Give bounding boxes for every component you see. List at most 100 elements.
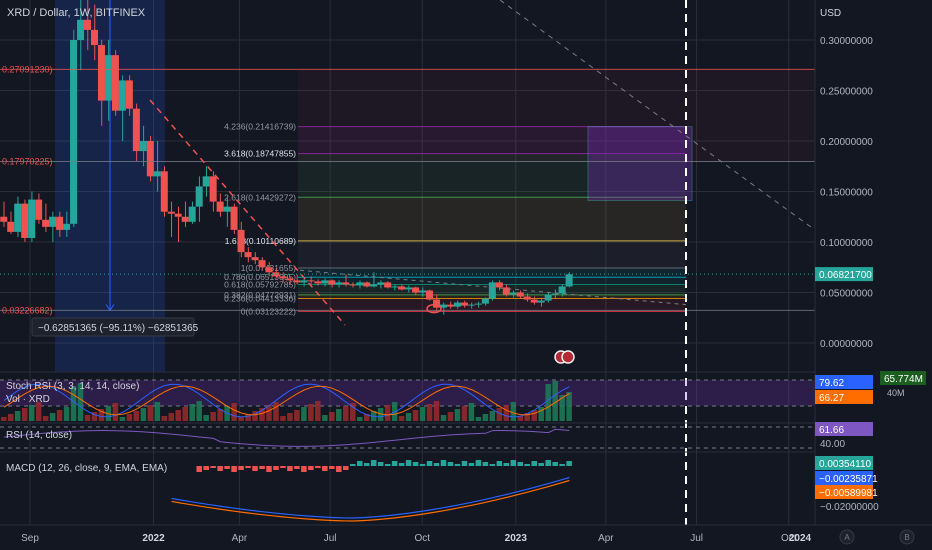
candles [0,0,573,315]
fib-level-label: 4.236(0.21416739) [224,122,296,132]
rsi-line [3,428,570,447]
stoch-rsi-title[interactable]: Stoch RSI (3, 3, 14, 14, close) [6,381,139,392]
macd-histogram-bar [266,466,272,472]
macd-histogram-bar [510,460,517,466]
volume-bar [343,406,349,421]
volume-bar [147,405,154,421]
macd-histogram-bar [419,464,426,466]
candle-body [398,286,406,290]
volume-bar [384,405,391,421]
volume-bar [329,412,335,421]
candle-body [363,282,371,287]
candle-body [530,299,538,303]
fib-retracement[interactable]: 0(0.03123222) 0.236(0.04413336)0.382(0.04… [224,122,693,317]
volume-bar [259,408,265,421]
macd-histogram-bar [489,464,496,466]
candle-body [342,282,350,285]
volume-bar [433,401,440,421]
fib-zone [298,240,686,268]
volume-bar [475,417,482,421]
volume-badge-bg [880,371,926,385]
candle-body [412,287,420,293]
volume-bar [315,401,321,421]
time-axis-bg [0,525,932,550]
low-marker [426,303,442,314]
macd-histogram-bar [245,466,251,468]
macd-histogram-bar [447,462,454,466]
volume-title[interactable]: Vol · XRD [6,394,50,405]
time-tick: Sep [21,533,39,544]
candle-body [349,284,357,286]
volume-bar [322,415,328,421]
volume-bar [370,411,377,421]
macd-histogram-bar [329,466,335,469]
candle-body [272,272,280,277]
price-tick: 0.05000000 [820,289,873,300]
fib-level-label: 2.618(0.14429272) [224,192,296,202]
stoch-d-badge: 66.27 [819,393,844,404]
candle-body [21,203,29,238]
candle-body [307,280,315,282]
volume-bar [559,395,565,421]
candle-body [335,282,343,285]
fib-level-label: 0.236(0.04413336) [224,293,296,303]
macd-histogram-bar [454,464,461,466]
candle-body [467,304,475,306]
volume-bar [21,408,28,421]
volume-bar [1,417,7,421]
volume-bar [294,410,300,421]
macd-histogram-bar [259,466,265,469]
time-tick: Jul [690,533,703,544]
candle-body [558,286,566,294]
candle-body [244,252,252,258]
candle-body [7,221,15,232]
candle-body [516,292,524,297]
candle-body [426,290,434,300]
volume-bar [98,409,105,421]
event-flags[interactable] [554,350,575,364]
symbol-title[interactable]: XRD / Dollar, 1W, BITFINEX [7,7,146,19]
volume-bar [356,417,363,421]
volume-bar [217,409,223,421]
volume-bar [140,408,147,421]
macd-histogram-bar [343,466,349,470]
horizontal-line-label: 0.17970225) [2,157,53,167]
price-axis[interactable]: 0.30000000 0.25000000 0.20000000 0.15000000… [814,0,932,525]
stoch-k-badge: 79.62 [819,378,844,389]
fib-level-label: 0(0.03123222) [241,306,296,316]
rsi-badge-bg [815,422,873,436]
volume-bar [112,403,119,421]
macd-histogram-bar [231,466,237,472]
candle-body [104,55,112,101]
time-tick: Jul [324,533,337,544]
candle-body [70,40,78,224]
macd-histogram-bar [370,460,377,466]
candle-body [356,282,364,286]
candle-body [146,141,154,177]
candle-body [474,303,482,305]
stoch-k-line [3,383,570,418]
volume-bar [49,413,56,421]
horizontal-line-label: 0.27091230) [2,64,53,74]
candle-body [258,260,266,268]
rsi-title[interactable]: RSI (14, close) [6,430,72,441]
volume-bar [461,406,468,421]
candle-body [265,267,273,273]
fib-zone [298,267,686,278]
macd-histogram-bar [412,462,419,466]
volume-bar [377,408,384,421]
macd-title[interactable]: MACD (12, 26, close, 9, EMA, EMA) [6,463,167,474]
currency-label: USD [820,8,841,19]
fib-zone [298,126,686,154]
stoch-d-line [3,385,570,416]
volume-bar [126,414,133,421]
macd-histogram-bar [482,462,489,466]
volume-bar [161,416,168,421]
candle-body [153,171,161,177]
volume-bar [545,384,551,421]
candle-body [63,223,71,230]
volume-bar [210,412,216,421]
candle-body [439,304,447,308]
